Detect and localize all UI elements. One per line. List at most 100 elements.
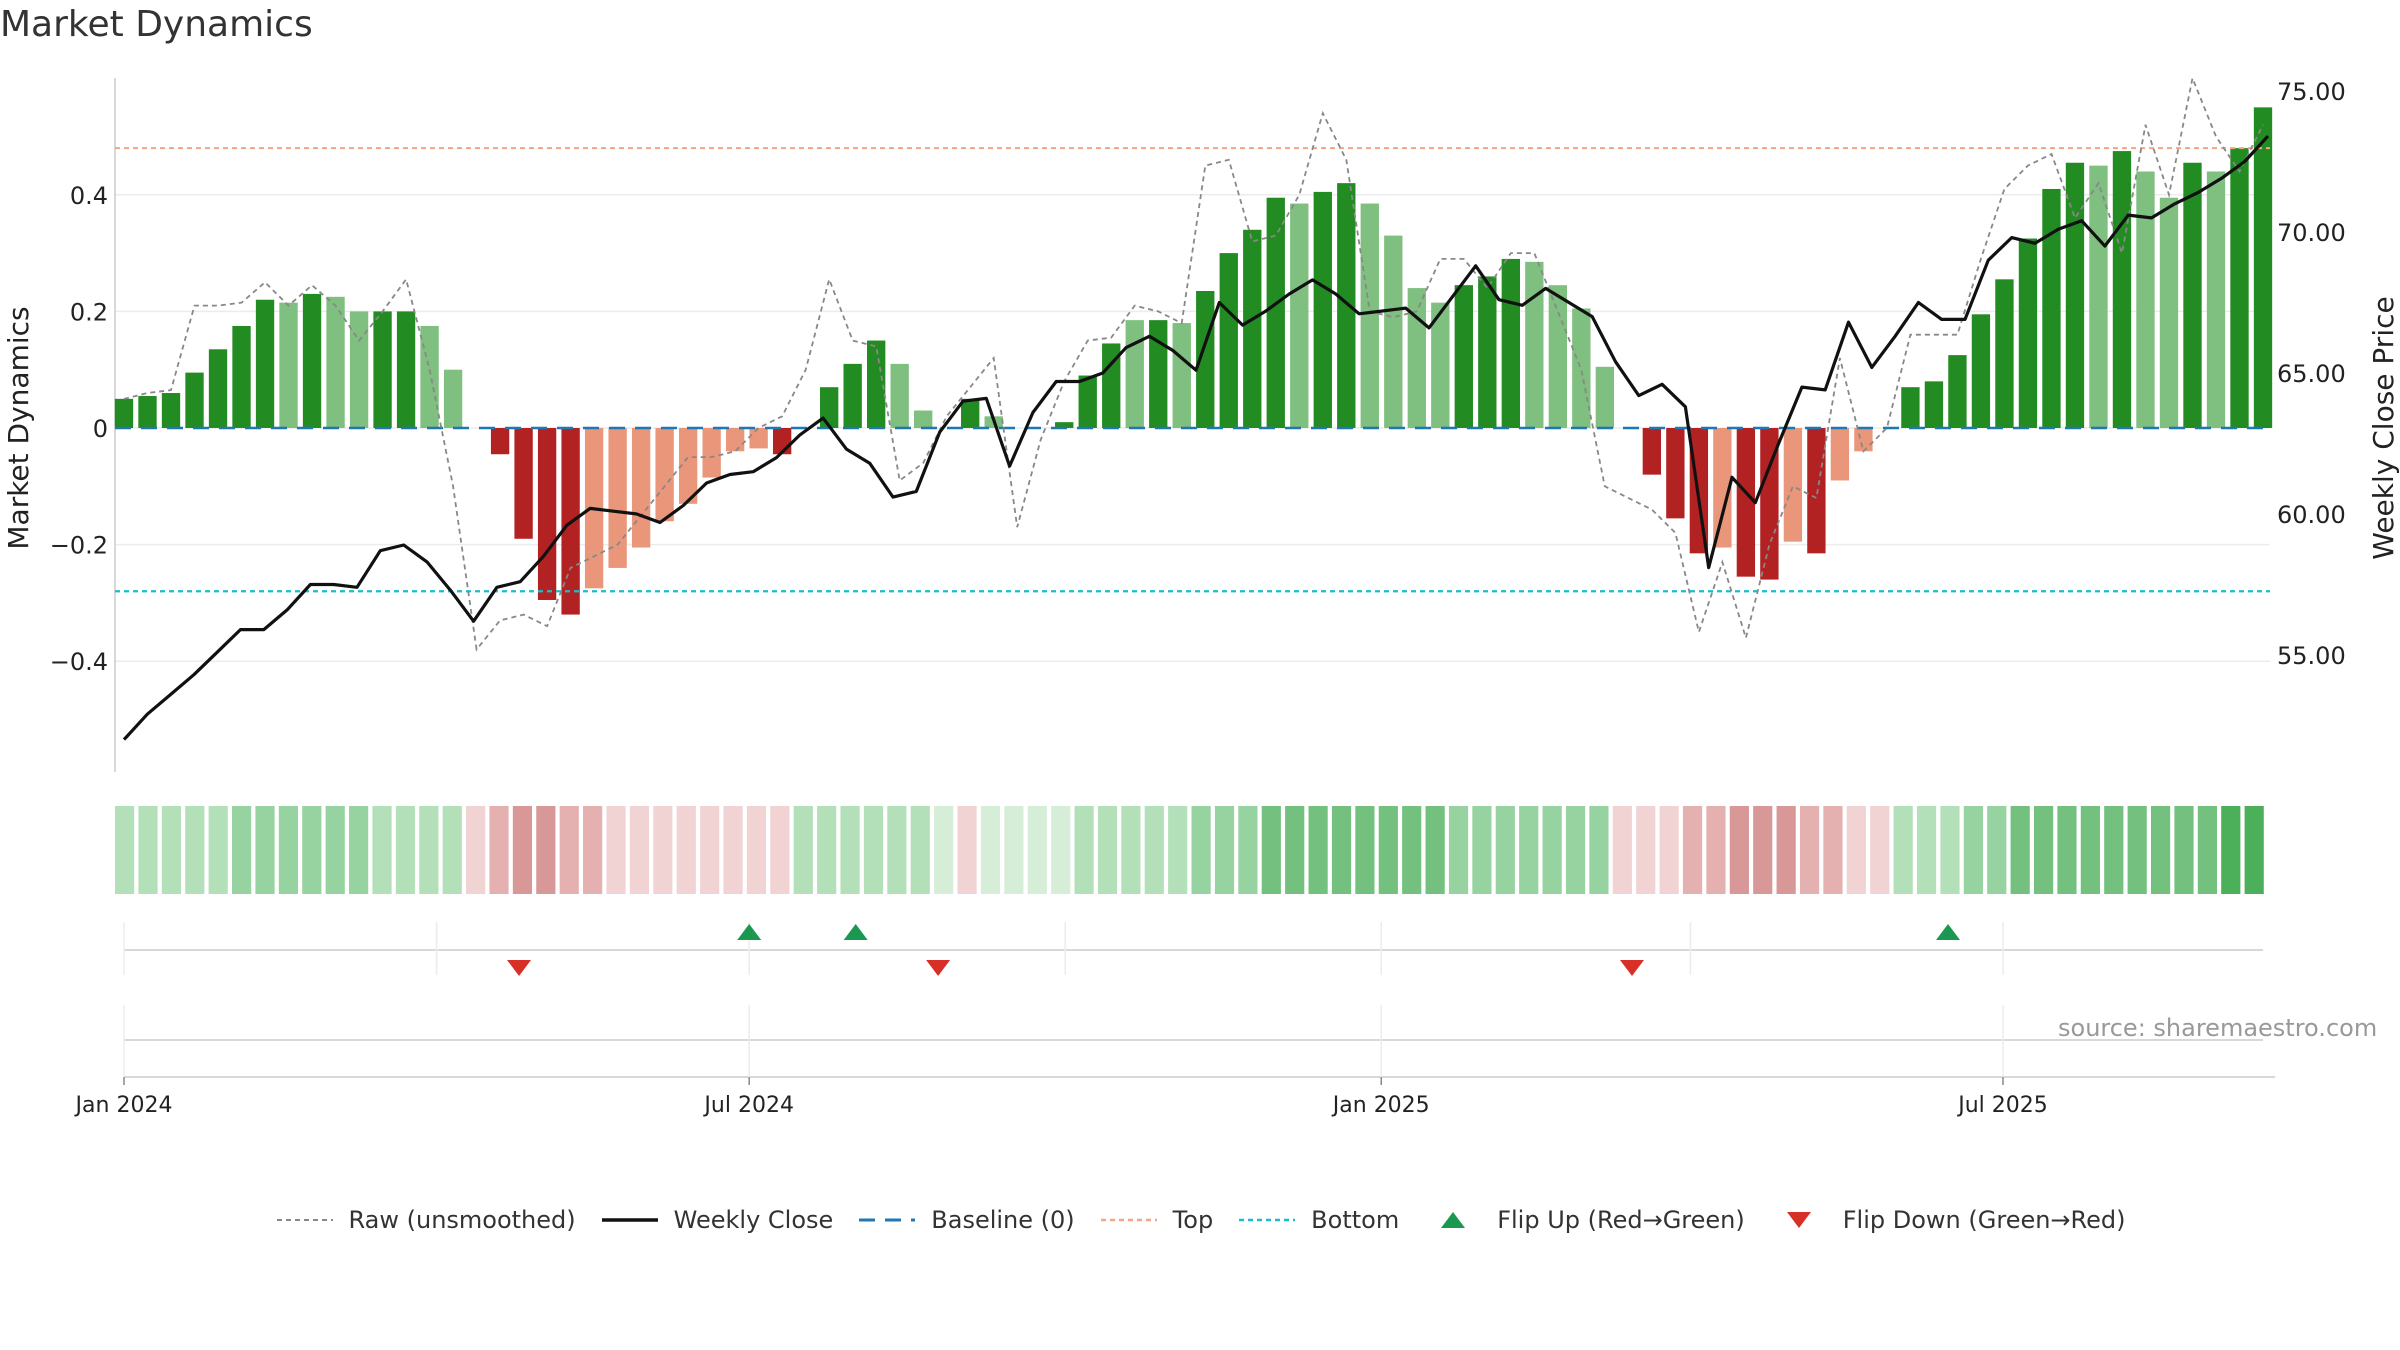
dynamics-bar bbox=[1642, 428, 1662, 475]
dynamics-bar bbox=[185, 372, 204, 428]
x-tick-label: Jul 2025 bbox=[1956, 1093, 2048, 1118]
legend-label: Baseline (0) bbox=[931, 1206, 1075, 1234]
strength-cell bbox=[1823, 806, 1843, 894]
strength-cell bbox=[2221, 806, 2241, 894]
dynamics-bar bbox=[1219, 253, 1238, 428]
legend-item-bottom: Bottom bbox=[1237, 1206, 1399, 1234]
x-tick-label: Jul 2024 bbox=[702, 1093, 794, 1118]
dynamics-bar bbox=[1548, 285, 1568, 428]
dynamics-bar bbox=[1407, 288, 1426, 428]
dynamics-bar bbox=[302, 293, 322, 428]
legend-swatch bbox=[1441, 1212, 1466, 1228]
strength-cell bbox=[2244, 806, 2264, 894]
strength-cell bbox=[1331, 806, 1352, 894]
weekly-close-line bbox=[122, 135, 2270, 741]
legend-swatch bbox=[601, 1218, 658, 1222]
dynamics-bar bbox=[1854, 428, 1873, 452]
strength-cell bbox=[1799, 806, 1820, 894]
strength-cell bbox=[793, 806, 813, 894]
strength-cell bbox=[1659, 806, 1679, 894]
dynamics-bar bbox=[114, 398, 134, 428]
dynamics-bar bbox=[2230, 148, 2249, 428]
dynamics-bar bbox=[1807, 428, 1826, 554]
strength-cell bbox=[606, 806, 626, 894]
strength-cell bbox=[1753, 806, 1773, 894]
strength-cell bbox=[910, 806, 930, 894]
strength-cell bbox=[1214, 806, 1235, 894]
strength-cell bbox=[115, 806, 135, 894]
reference-lines bbox=[115, 147, 2270, 593]
dynamics-bar bbox=[961, 398, 980, 428]
dynamics-bar bbox=[1501, 258, 1520, 428]
dynamics-bars bbox=[114, 107, 2273, 615]
strength-cell bbox=[2150, 806, 2171, 894]
dynamics-bar bbox=[608, 428, 627, 568]
dynamics-bar bbox=[2112, 151, 2132, 428]
strength-cell bbox=[1893, 806, 1913, 894]
y-left-tick-label: 0.2 bbox=[70, 298, 108, 326]
legend-item-baseline: Baseline (0) bbox=[857, 1206, 1075, 1234]
strength-cell bbox=[372, 806, 392, 894]
y-right-tick-label: 60.00 bbox=[2277, 501, 2346, 529]
dynamics-bar bbox=[1454, 285, 1473, 428]
raw-unsmoothed-line bbox=[123, 75, 2264, 652]
strength-cell bbox=[1870, 806, 1890, 894]
strength-cell bbox=[1940, 806, 1960, 894]
dynamics-bar bbox=[1736, 428, 1756, 577]
dynamics-bar bbox=[678, 428, 698, 504]
dynamics-bar bbox=[1901, 387, 1920, 428]
strength-cell bbox=[1308, 806, 1328, 894]
strength-cell bbox=[185, 806, 205, 894]
y-left-tick-label: 0 bbox=[93, 415, 108, 443]
legend-label: Flip Up (Red→Green) bbox=[1497, 1206, 1745, 1234]
dynamics-bar bbox=[2065, 162, 2085, 429]
strength-cell bbox=[1963, 806, 1983, 894]
dynamics-bar bbox=[1313, 191, 1332, 428]
dynamics-bar bbox=[1713, 428, 1732, 548]
strength-cell bbox=[583, 806, 603, 894]
y-left-tick-label: −0.4 bbox=[50, 648, 108, 676]
strength-cell bbox=[1191, 806, 1211, 894]
strength-cell bbox=[2127, 806, 2147, 894]
strength-cell bbox=[840, 806, 860, 894]
x-tick-label: Jan 2024 bbox=[74, 1093, 173, 1118]
strength-cell bbox=[887, 806, 907, 894]
flip-up-marker bbox=[843, 924, 868, 940]
strength-cell bbox=[1612, 806, 1632, 894]
strength-cell bbox=[1121, 806, 1141, 894]
strength-cell bbox=[302, 806, 322, 894]
dynamics-bar bbox=[349, 311, 369, 428]
dynamics-bar bbox=[2018, 238, 2038, 428]
strength-cell bbox=[2174, 806, 2194, 894]
strength-cell bbox=[1448, 806, 1469, 894]
dynamics-bar bbox=[1243, 229, 1262, 428]
strength-cell bbox=[1238, 806, 1258, 894]
dynamics-bar bbox=[1055, 422, 1074, 428]
strength-strip bbox=[115, 806, 2264, 894]
dynamics-bar bbox=[1948, 355, 1967, 428]
strength-cell bbox=[1472, 806, 1492, 894]
strength-cell bbox=[629, 806, 650, 894]
dynamics-bar bbox=[1102, 343, 1121, 428]
dynamics-bar bbox=[255, 299, 275, 428]
dynamics-bar bbox=[1525, 261, 1544, 428]
dynamics-bar bbox=[1995, 279, 2014, 428]
dynamics-bar bbox=[2253, 107, 2273, 428]
strength-cell bbox=[559, 806, 579, 894]
strength-cell bbox=[1987, 806, 2007, 894]
strength-cell bbox=[489, 806, 509, 894]
raw-line-layer bbox=[123, 75, 2264, 652]
legend-swatch bbox=[1100, 1218, 1157, 1222]
dynamics-bar bbox=[1266, 197, 1285, 428]
flip-up-marker bbox=[737, 924, 762, 940]
strength-cell bbox=[2033, 806, 2054, 894]
dynamics-bar bbox=[161, 393, 181, 428]
dynamics-bar bbox=[914, 410, 933, 428]
weekly-close-layer bbox=[122, 135, 2270, 741]
strength-cell bbox=[980, 806, 1001, 894]
dynamics-bar bbox=[819, 387, 839, 428]
chart-title: Market Dynamics bbox=[0, 4, 313, 45]
dynamics-bar bbox=[1290, 203, 1309, 428]
strength-cell bbox=[1355, 806, 1375, 894]
strength-cell bbox=[1168, 806, 1188, 894]
